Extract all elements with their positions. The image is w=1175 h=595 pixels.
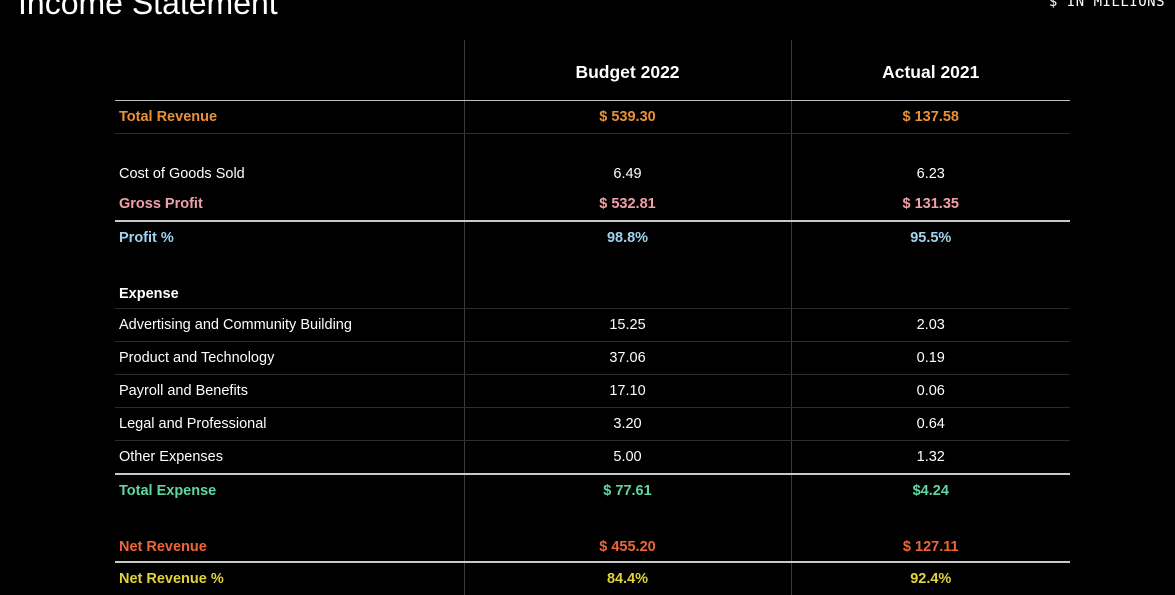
budget-value: 98.8% (463, 221, 791, 254)
budget-value: $ 539.30 (463, 100, 791, 134)
row-expense-heading: Expense (115, 254, 1070, 309)
budget-value: $ 532.81 (463, 188, 791, 222)
actual-value: 2.03 (790, 308, 1070, 342)
budget-value: 3.20 (463, 407, 791, 441)
actual-value: 95.5% (790, 221, 1070, 254)
budget-value: 37.06 (463, 341, 791, 375)
row-label: Other Expenses (115, 440, 464, 475)
units-label: $ IN MILLIONS (1048, 0, 1165, 10)
row-label: Gross Profit (115, 188, 464, 222)
row-profit-percent: Profit % 98.8% 95.5% (115, 221, 1070, 254)
actual-value: 92.4% (790, 562, 1070, 595)
column-header-label (115, 40, 464, 101)
row-total-revenue: Total Revenue $ 539.30 $ 137.58 (115, 100, 1070, 134)
header-row: Budget 2022 Actual 2021 (115, 40, 1070, 101)
actual-value: $4.24 (790, 474, 1070, 507)
row-gross-profit: Gross Profit $ 532.81 $ 131.35 (115, 188, 1070, 222)
row-advertising: Advertising and Community Building 15.25… (115, 308, 1070, 342)
row-label: Product and Technology (115, 341, 464, 375)
budget-value: 6.49 (463, 133, 791, 188)
income-statement-table-wrapper: Budget 2022 Actual 2021 Total Revenue $ … (115, 40, 1070, 595)
budget-value: $ 77.61 (463, 474, 791, 507)
page-title: Income Statement (18, 0, 278, 21)
row-label: Total Expense (119, 483, 217, 499)
row-label: Net Revenue (115, 507, 464, 563)
budget-value: 5.00 (463, 440, 791, 475)
actual-value: 0.19 (790, 341, 1070, 375)
row-product-technology: Product and Technology 37.06 0.19 (115, 341, 1070, 375)
actual-value (790, 254, 1070, 309)
row-label: Legal and Professional (115, 407, 464, 441)
actual-value: 1.32 (790, 440, 1070, 475)
budget-value: $ 455.20 (463, 507, 791, 563)
row-label: Total Revenue (115, 100, 464, 134)
row-cost-of-goods-sold: Cost of Goods Sold 6.49 6.23 (115, 133, 1070, 188)
row-legal-professional: Legal and Professional 3.20 0.64 (115, 407, 1070, 441)
row-label: Advertising and Community Building (115, 308, 464, 342)
budget-value (463, 254, 791, 309)
actual-value: $ 131.35 (790, 188, 1070, 222)
row-payroll-benefits: Payroll and Benefits 17.10 0.06 (115, 374, 1070, 408)
actual-value: $ 137.58 (790, 100, 1070, 134)
income-statement-table: Budget 2022 Actual 2021 Total Revenue $ … (115, 40, 1070, 595)
row-net-revenue-percent: Net Revenue % 84.4% 92.4% (115, 562, 1070, 595)
row-total-expense: Total Expense $ 77.61 $4.24 (115, 474, 1070, 507)
row-net-revenue: Net Revenue $ 455.20 $ 127.11 (115, 507, 1070, 563)
budget-value: 84.4% (463, 562, 791, 595)
row-other-expenses: Other Expenses 5.00 1.32 (115, 440, 1070, 475)
row-label: Payroll and Benefits (115, 374, 464, 408)
section-heading-expense: Expense (115, 254, 464, 309)
column-header-budget-2022: Budget 2022 (463, 40, 791, 101)
row-label: Cost of Goods Sold (119, 166, 245, 182)
actual-value: 6.23 (790, 133, 1070, 188)
budget-value: 17.10 (463, 374, 791, 408)
actual-value: 0.64 (790, 407, 1070, 441)
actual-value: $ 127.11 (790, 507, 1070, 563)
budget-value: 15.25 (463, 308, 791, 342)
row-label: Net Revenue % (119, 571, 224, 587)
row-label: Profit % (119, 230, 174, 246)
actual-value: 0.06 (790, 374, 1070, 408)
column-header-actual-2021: Actual 2021 (790, 40, 1070, 101)
